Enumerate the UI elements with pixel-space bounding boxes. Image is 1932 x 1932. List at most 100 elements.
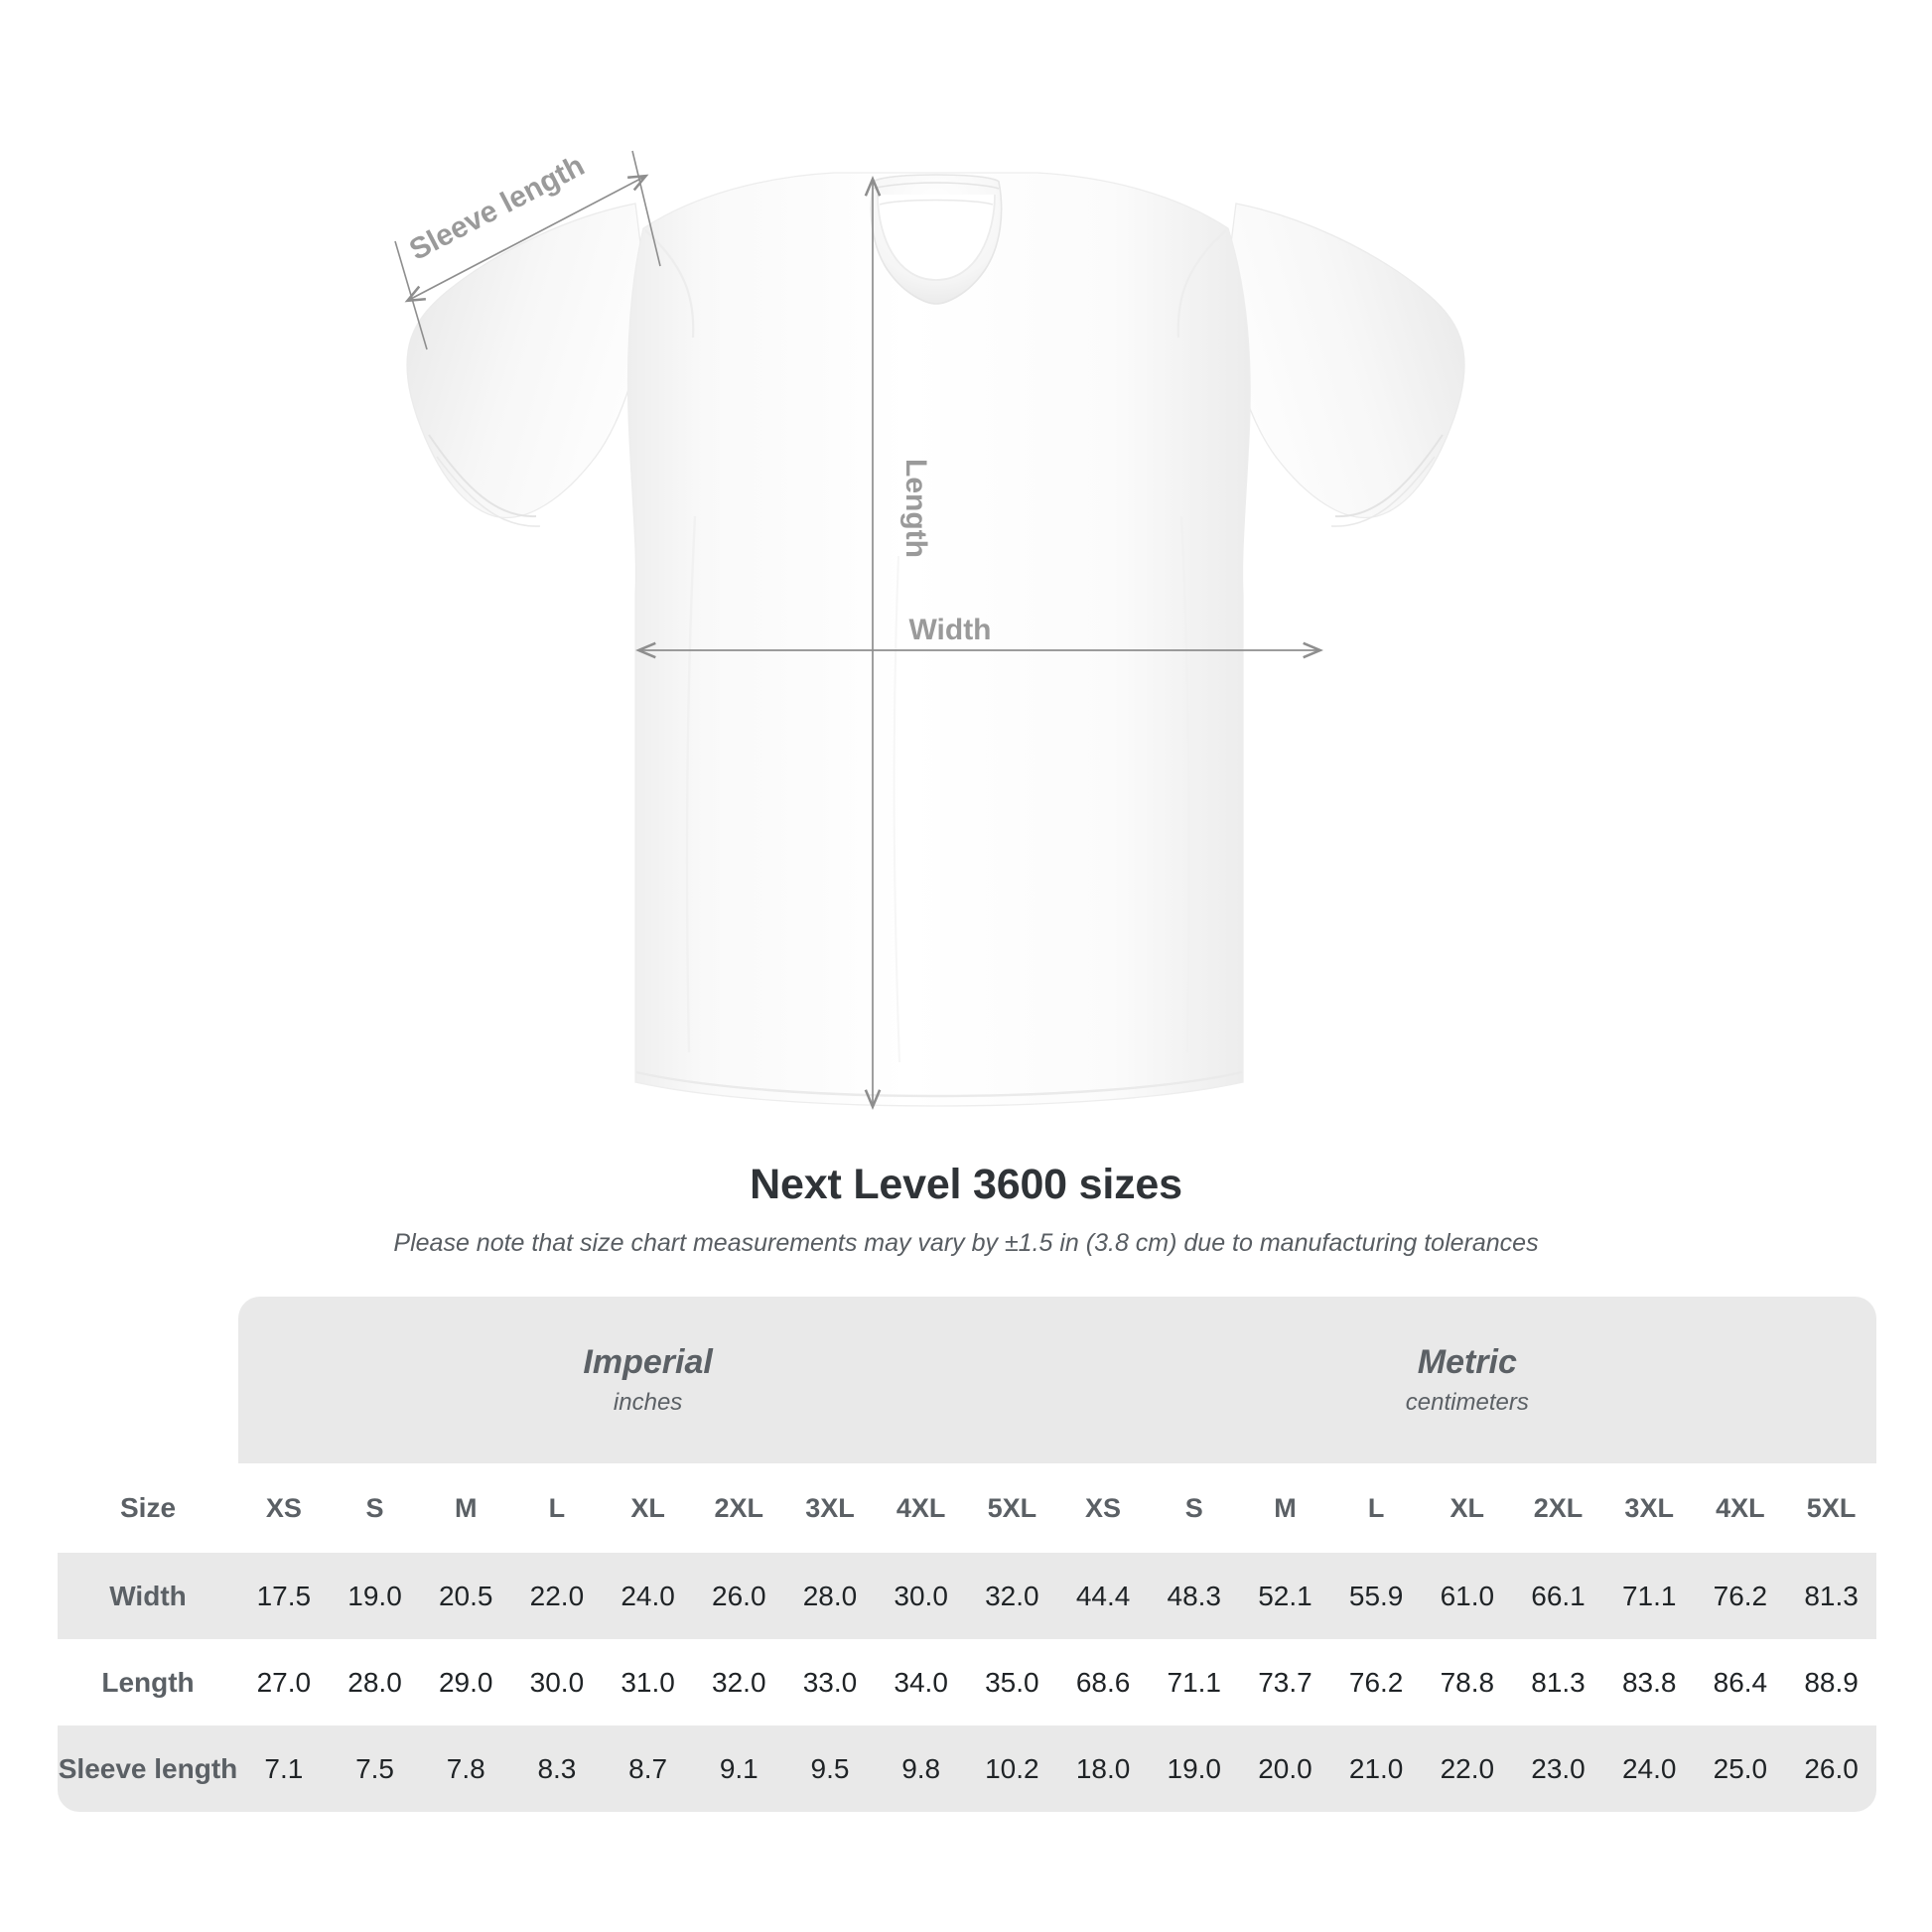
cell-length-metric-xl: 78.8 — [1421, 1639, 1513, 1725]
cell-width-metric-l: 55.9 — [1330, 1553, 1422, 1639]
cell-length-metric-5xl: 88.9 — [1785, 1639, 1877, 1725]
cell-length-metric-l: 76.2 — [1330, 1639, 1422, 1725]
cell-sleeve-imperial-5xl: 10.2 — [966, 1725, 1058, 1812]
cell-width-imperial-4xl: 30.0 — [875, 1553, 967, 1639]
cell-sleeve-imperial-xl: 8.7 — [602, 1725, 694, 1812]
cell-length-imperial-xl: 31.0 — [602, 1639, 694, 1725]
cell-length-imperial-2xl: 32.0 — [693, 1639, 785, 1725]
length-label: Length — [899, 459, 932, 558]
table-row: Width 17.5 19.0 20.5 22.0 24.0 26.0 28.0… — [58, 1553, 1877, 1639]
cell-width-imperial-3xl: 28.0 — [784, 1553, 876, 1639]
cell-width-imperial-xl: 24.0 — [602, 1553, 694, 1639]
cell-width-metric-2xl: 66.1 — [1512, 1553, 1604, 1639]
length-annotation: Length — [864, 176, 932, 1110]
size-header-row: Size XS S M L XL 2XL 3XL 4XL 5XL XS S M … — [58, 1463, 1877, 1553]
left-shoulder-seam — [644, 229, 695, 339]
sleeve-length-arrow — [404, 174, 649, 303]
cell-length-imperial-l: 30.0 — [511, 1639, 603, 1725]
title-block: Next Level 3600 sizes Please note that s… — [0, 1160, 1932, 1259]
cell-length-metric-4xl: 86.4 — [1695, 1639, 1786, 1725]
page-title: Next Level 3600 sizes — [750, 1161, 1182, 1208]
cell-sleeve-imperial-4xl: 9.8 — [875, 1725, 967, 1812]
col-header-imperial-xl: XL — [602, 1463, 694, 1553]
cell-length-metric-xs: 68.6 — [1057, 1639, 1149, 1725]
cell-sleeve-imperial-s: 7.5 — [329, 1725, 421, 1812]
cell-sleeve-metric-3xl: 24.0 — [1603, 1725, 1696, 1812]
col-header-imperial-4xl: 4XL — [875, 1463, 967, 1553]
cell-sleeve-metric-xs: 18.0 — [1057, 1725, 1149, 1812]
shirt-body — [626, 172, 1251, 1107]
col-header-metric-m: M — [1239, 1463, 1331, 1553]
cell-length-metric-2xl: 81.3 — [1512, 1639, 1604, 1725]
right-sleeve-cuff — [1334, 434, 1444, 518]
unit-metric-name: Metric — [1417, 1343, 1517, 1382]
cell-sleeve-imperial-m: 7.8 — [420, 1725, 512, 1812]
cell-length-metric-m: 73.7 — [1239, 1639, 1331, 1725]
col-header-metric-4xl: 4XL — [1695, 1463, 1786, 1553]
width-label: Width — [908, 614, 991, 646]
row-label-length: Length — [58, 1639, 238, 1725]
cell-sleeve-imperial-3xl: 9.5 — [784, 1725, 876, 1812]
col-header-imperial-3xl: 3XL — [784, 1463, 876, 1553]
col-header-metric-l: L — [1330, 1463, 1422, 1553]
tshirt-illustration — [406, 172, 1465, 1107]
unit-group-metric: Metric centimeters — [1057, 1297, 1877, 1463]
unit-banner-spacer — [58, 1297, 238, 1463]
right-shoulder-seam — [1176, 229, 1227, 339]
cell-sleeve-metric-xl: 22.0 — [1421, 1725, 1513, 1812]
cell-sleeve-metric-2xl: 23.0 — [1512, 1725, 1604, 1812]
cell-length-metric-s: 71.1 — [1148, 1639, 1240, 1725]
body-fold-right — [1179, 515, 1191, 1053]
right-sleeve — [1223, 203, 1465, 518]
cell-width-metric-xl: 61.0 — [1421, 1553, 1513, 1639]
unit-imperial-sub: inches — [613, 1388, 683, 1416]
right-sleeve-hem — [1330, 456, 1436, 527]
cell-sleeve-imperial-xs: 7.1 — [238, 1725, 330, 1812]
width-annotation: Width — [635, 614, 1323, 659]
body-fold-left — [685, 515, 697, 1053]
cell-width-imperial-xs: 17.5 — [238, 1553, 330, 1639]
col-header-metric-2xl: 2XL — [1512, 1463, 1604, 1553]
left-sleeve-hem — [436, 456, 541, 527]
cell-length-imperial-5xl: 35.0 — [966, 1639, 1058, 1725]
cell-width-imperial-l: 22.0 — [511, 1553, 603, 1639]
unit-metric-sub: centimeters — [1405, 1388, 1529, 1416]
cell-width-imperial-5xl: 32.0 — [966, 1553, 1058, 1639]
size-table-container: Imperial inches Metric centimeters Size … — [58, 1297, 1877, 1812]
body-fold-center — [893, 555, 900, 1063]
col-header-metric-xs: XS — [1057, 1463, 1149, 1553]
cell-length-imperial-3xl: 33.0 — [784, 1639, 876, 1725]
cell-length-imperial-s: 28.0 — [329, 1639, 421, 1725]
col-header-imperial-l: L — [511, 1463, 603, 1553]
col-header-imperial-2xl: 2XL — [693, 1463, 785, 1553]
unit-banner-row: Imperial inches Metric centimeters — [58, 1297, 1877, 1463]
size-table: Imperial inches Metric centimeters Size … — [58, 1297, 1877, 1812]
row-header-size: Size — [58, 1463, 238, 1553]
table-row: Length 27.0 28.0 29.0 30.0 31.0 32.0 33.… — [58, 1639, 1877, 1725]
bottom-hem — [635, 1070, 1243, 1098]
cell-sleeve-metric-s: 19.0 — [1148, 1725, 1240, 1812]
cell-length-imperial-m: 29.0 — [420, 1639, 512, 1725]
cell-sleeve-metric-4xl: 25.0 — [1695, 1725, 1786, 1812]
cell-width-metric-4xl: 76.2 — [1695, 1553, 1786, 1639]
cell-length-imperial-4xl: 34.0 — [875, 1639, 967, 1725]
neck-tape — [879, 199, 994, 206]
unit-group-imperial: Imperial inches — [238, 1297, 1058, 1463]
table-row: Sleeve length 7.1 7.5 7.8 8.3 8.7 9.1 9.… — [58, 1725, 1877, 1812]
col-header-metric-s: S — [1148, 1463, 1240, 1553]
row-label-width: Width — [58, 1553, 238, 1639]
cell-sleeve-metric-5xl: 26.0 — [1785, 1725, 1877, 1812]
cell-width-metric-5xl: 81.3 — [1785, 1553, 1877, 1639]
unit-imperial-name: Imperial — [583, 1343, 713, 1382]
cell-sleeve-metric-l: 21.0 — [1330, 1725, 1422, 1812]
cell-length-metric-3xl: 83.8 — [1603, 1639, 1696, 1725]
col-header-imperial-s: S — [329, 1463, 421, 1553]
row-label-sleeve-length: Sleeve length — [58, 1725, 238, 1812]
tolerance-note: Please note that size chart measurements… — [393, 1228, 1539, 1257]
col-header-metric-3xl: 3XL — [1603, 1463, 1696, 1553]
garment-diagram: Sleeve length Length Width — [394, 149, 1465, 1110]
col-header-metric-xl: XL — [1421, 1463, 1513, 1553]
col-header-imperial-xs: XS — [238, 1463, 330, 1553]
cell-sleeve-imperial-2xl: 9.1 — [693, 1725, 785, 1812]
